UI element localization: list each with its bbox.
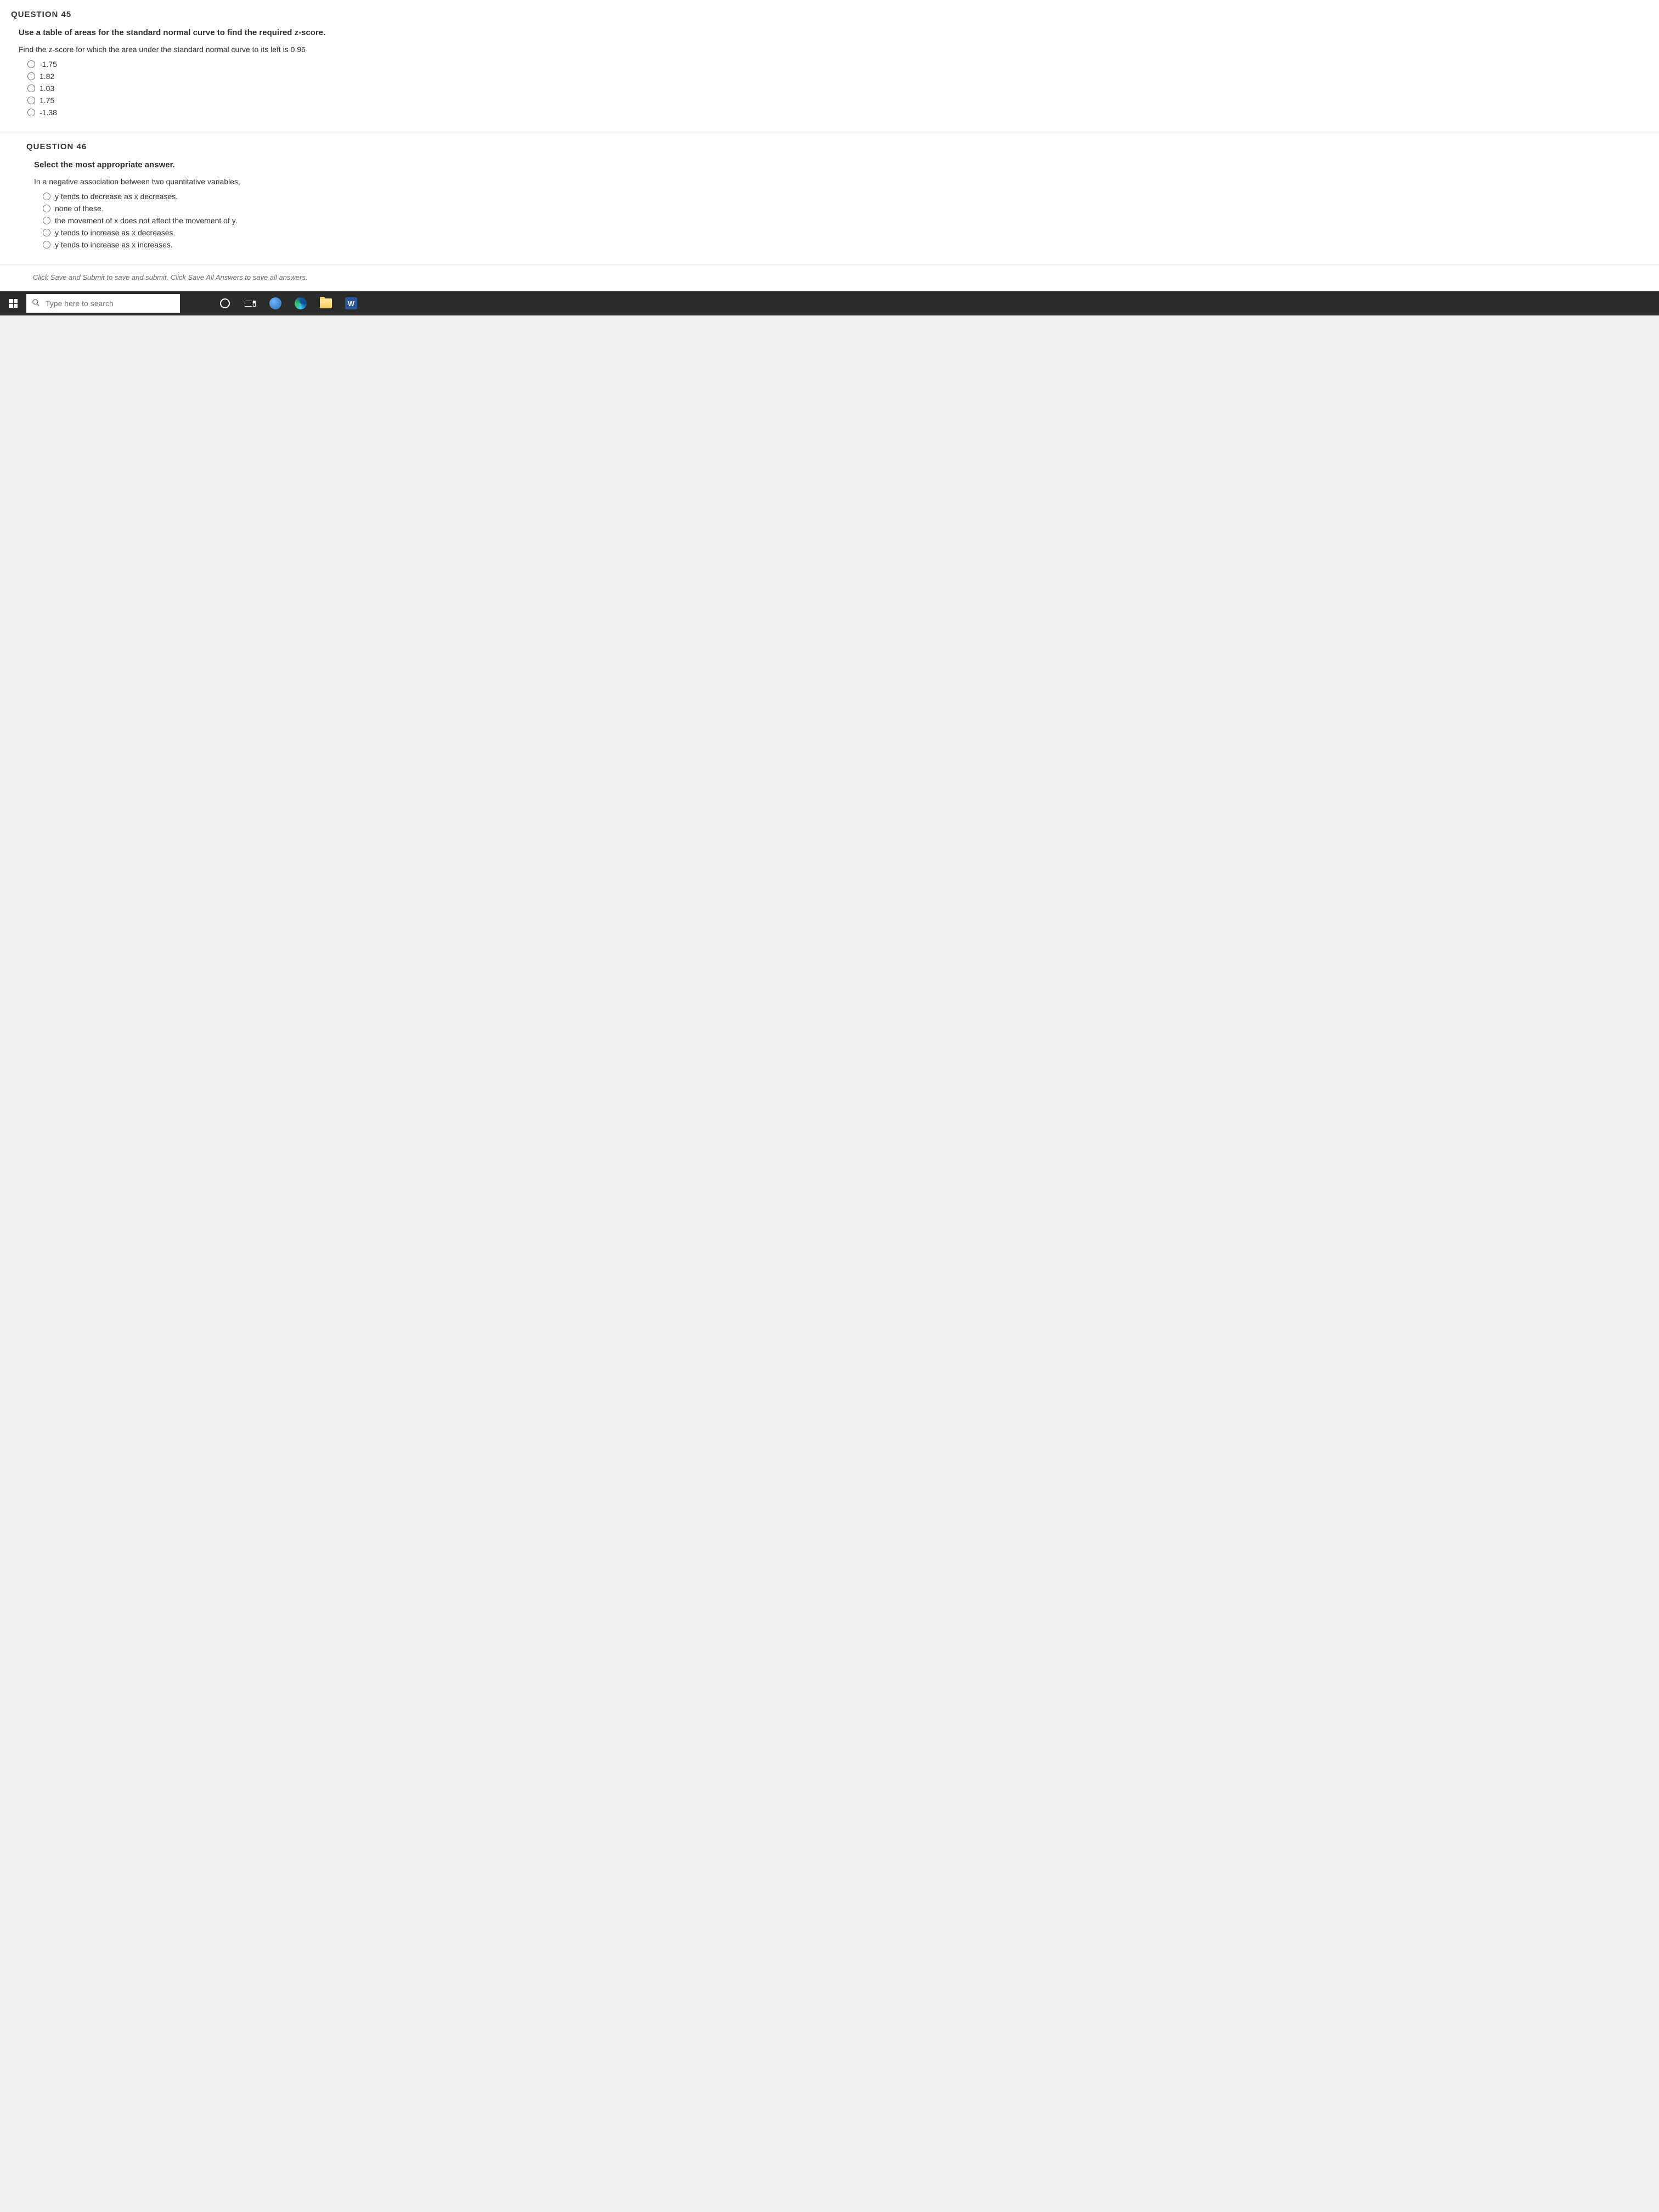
edge-icon [295, 297, 307, 309]
q45-option-label: -1.75 [40, 60, 57, 69]
taskbar-app-edge[interactable] [289, 291, 313, 315]
q46-option-label: y tends to increase as x increases. [55, 240, 173, 249]
q45-option-label: 1.75 [40, 96, 54, 105]
question-46-prompt: In a negative association between two qu… [34, 177, 1648, 186]
q45-option-label: 1.03 [40, 84, 54, 93]
q45-option-label: -1.38 [40, 108, 57, 117]
word-icon: W [345, 297, 357, 309]
q46-radio-1[interactable] [43, 205, 50, 212]
q45-option-3[interactable]: 1.75 [27, 94, 1648, 106]
q46-option-label: y tends to increase as x decreases. [55, 228, 175, 237]
search-input[interactable] [46, 299, 174, 308]
question-46-title: QUESTION 46 [26, 142, 1648, 151]
taskbar-icons: W [213, 291, 363, 315]
q46-option-0[interactable]: y tends to decrease as x decreases. [43, 190, 1648, 202]
windows-icon [9, 299, 18, 308]
q45-radio-0[interactable] [27, 60, 35, 68]
q45-option-4[interactable]: -1.38 [27, 106, 1648, 119]
circle-icon [220, 298, 230, 308]
q45-option-0[interactable]: -1.75 [27, 58, 1648, 70]
q46-option-label: the movement of x does not affect the mo… [55, 216, 238, 225]
q45-option-1[interactable]: 1.82 [27, 70, 1648, 82]
q46-option-label: none of these. [55, 204, 104, 213]
task-view-icon [245, 301, 256, 307]
taskbar-search[interactable] [26, 294, 180, 313]
q46-option-4[interactable]: y tends to increase as x increases. [43, 239, 1648, 251]
taskbar-app-browser[interactable] [263, 291, 287, 315]
q45-radio-2[interactable] [27, 84, 35, 92]
question-45-title: QUESTION 45 [11, 10, 1648, 19]
q45-radio-4[interactable] [27, 109, 35, 116]
taskbar-app-explorer[interactable] [314, 291, 338, 315]
question-46-section: QUESTION 46 Select the most appropriate … [0, 132, 1659, 264]
q45-option-2[interactable]: 1.03 [27, 82, 1648, 94]
question-46-stem: Select the most appropriate answer. [34, 160, 1648, 170]
q45-option-label: 1.82 [40, 72, 54, 81]
taskbar: W [0, 291, 1659, 315]
q46-radio-3[interactable] [43, 229, 50, 236]
question-45-section: QUESTION 45 Use a table of areas for the… [0, 0, 1659, 132]
save-submit-hint: Click Save and Submit to save and submit… [0, 264, 1659, 291]
cortana-button[interactable] [213, 291, 237, 315]
q46-radio-2[interactable] [43, 217, 50, 224]
folder-icon [320, 298, 332, 308]
question-46-options: y tends to decrease as x decreases. none… [43, 190, 1648, 251]
q46-radio-4[interactable] [43, 241, 50, 249]
q46-option-1[interactable]: none of these. [43, 202, 1648, 215]
taskbar-app-word[interactable]: W [339, 291, 363, 315]
q46-option-2[interactable]: the movement of x does not affect the mo… [43, 215, 1648, 227]
q46-option-label: y tends to decrease as x decreases. [55, 192, 178, 201]
task-view-button[interactable] [238, 291, 262, 315]
question-45-stem: Use a table of areas for the standard no… [19, 28, 1648, 37]
search-icon [32, 298, 40, 309]
start-button[interactable] [0, 291, 26, 315]
quiz-container: QUESTION 45 Use a table of areas for the… [0, 0, 1659, 291]
q46-option-3[interactable]: y tends to increase as x decreases. [43, 227, 1648, 239]
q46-radio-0[interactable] [43, 193, 50, 200]
question-45-prompt: Find the z-score for which the area unde… [19, 45, 1648, 54]
globe-icon [269, 297, 281, 309]
q45-radio-3[interactable] [27, 97, 35, 104]
q45-radio-1[interactable] [27, 72, 35, 80]
question-45-options: -1.75 1.82 1.03 1.75 -1.38 [27, 58, 1648, 119]
